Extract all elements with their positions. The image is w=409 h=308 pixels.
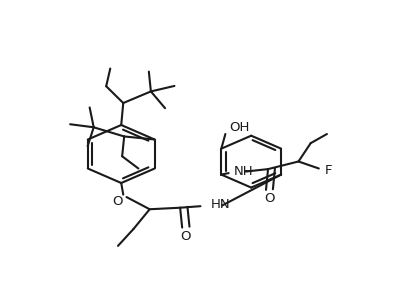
Text: NH: NH	[234, 165, 253, 178]
Text: O: O	[264, 192, 274, 205]
Text: HN: HN	[211, 198, 230, 211]
Text: F: F	[324, 164, 332, 177]
Text: OH: OH	[229, 121, 250, 134]
Text: O: O	[112, 195, 122, 208]
Text: O: O	[180, 229, 191, 243]
